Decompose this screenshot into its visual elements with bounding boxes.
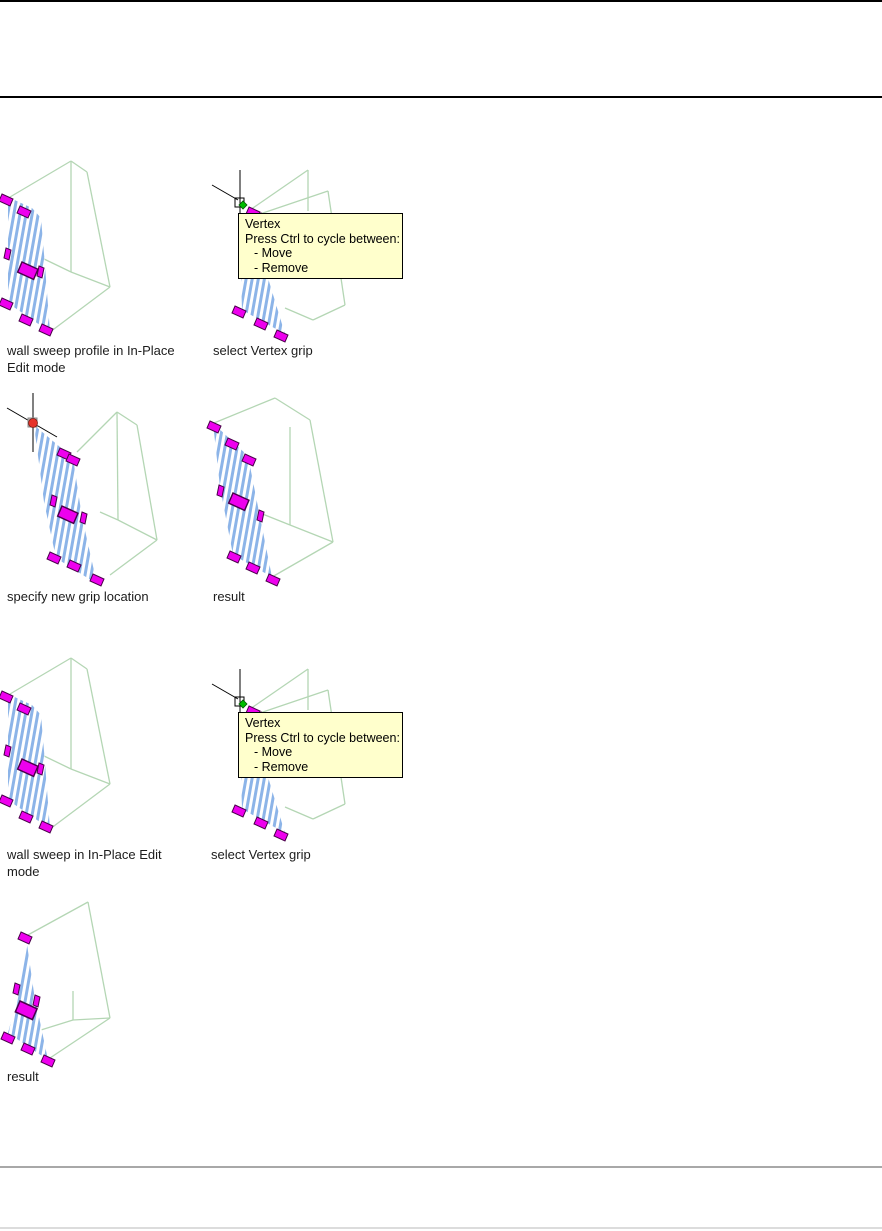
figure-caption: result [213,589,245,604]
figure-caption: select Vertex grip [213,343,313,358]
top-rule [0,0,882,2]
tooltip-title: Vertex [245,716,281,730]
tooltip-option-move: - Move [254,745,293,759]
tooltip-option-move: - Move [254,246,293,260]
grip-tooltip: Vertex Press Ctrl to cycle between: - Mo… [238,712,403,778]
wireframe-box [76,411,158,576]
figure-wall-sweep-profile [0,146,180,346]
header-rule [0,96,882,98]
figure-caption: wall sweep in In-Place Edit mode [7,847,162,879]
grip-tooltip: Vertex Press Ctrl to cycle between: - Mo… [238,213,403,279]
figure-caption: select Vertex grip [211,847,311,862]
sweep-hatch [8,937,48,1060]
tooltip-instruction: Press Ctrl to cycle between: [245,231,400,246]
figure-caption: specify new grip location [7,589,149,604]
figure-wall-sweep-in-place [0,643,180,843]
tooltip-instruction: Press Ctrl to cycle between: [245,730,400,745]
selected-grip-icon [28,418,38,428]
figure-result-removed [0,901,111,1068]
sweep-hatch [34,425,97,584]
figure-caption: result [7,1069,39,1084]
tooltip-option-remove: - Remove [254,759,309,774]
bottom-rule [0,1227,882,1229]
wireframe-box [213,397,334,578]
figure-specify-new-grip-location [6,393,158,587]
figure-caption: wall sweep profile in In-Place Edit mode [7,343,175,375]
footer-rule [0,1166,882,1168]
tooltip-title: Vertex [245,217,281,231]
tooltip-option-remove: - Remove [254,260,309,275]
figure-result-moved [206,397,334,587]
